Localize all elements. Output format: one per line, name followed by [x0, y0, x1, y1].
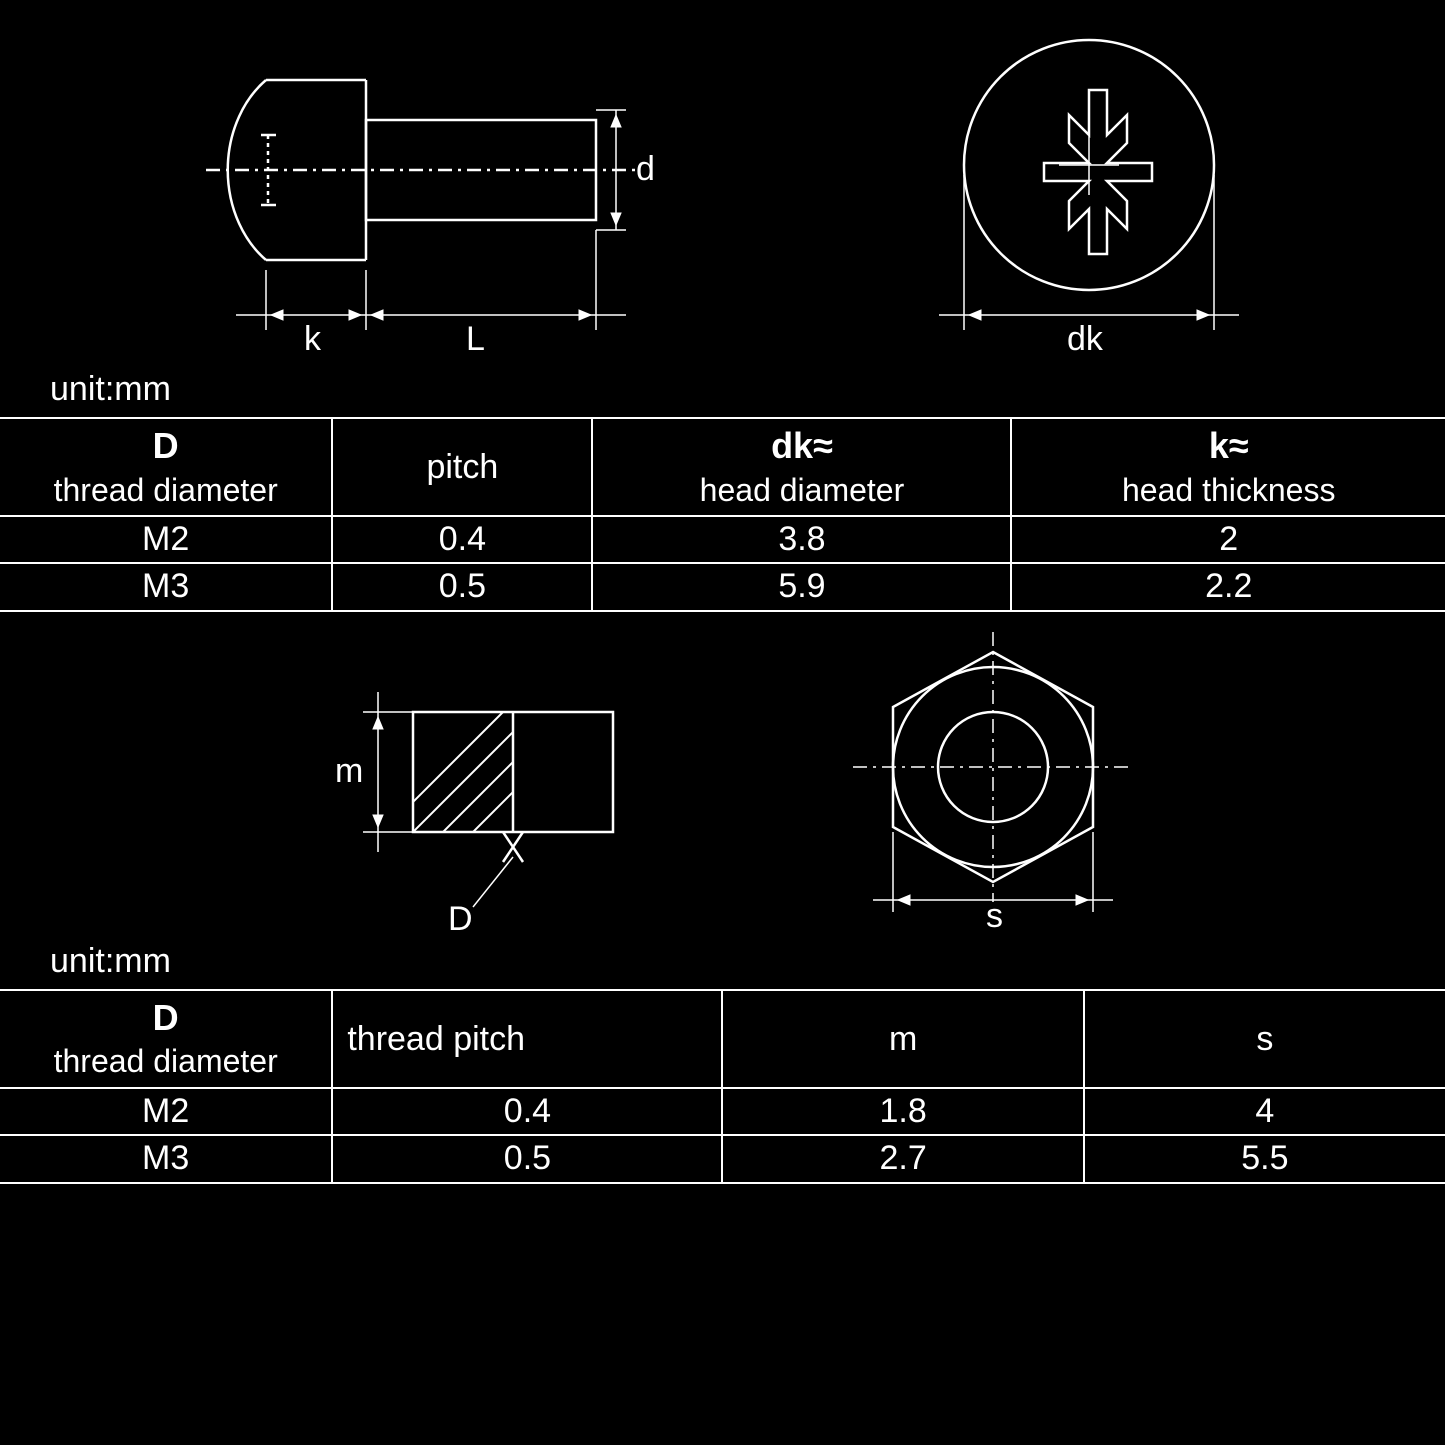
label-m: m [335, 752, 363, 790]
table-header-row: D thread diameter thread pitch m s [0, 990, 1445, 1088]
table-row: M2 0.4 1.8 4 [0, 1088, 1445, 1135]
nut-spec-table: D thread diameter thread pitch m s M2 0.… [0, 989, 1445, 1184]
screw-top-view: dk [879, 20, 1299, 360]
header-k: k≈ [1209, 425, 1249, 466]
label-L: L [466, 320, 485, 358]
table-header-row: D thread diameter pitch dk≈ head diamete… [0, 418, 1445, 516]
header-D-nut-main: D [153, 997, 179, 1038]
label-d: d [636, 150, 655, 188]
header-D: D [153, 425, 179, 466]
label-dk: dk [1067, 320, 1104, 358]
screw-side-view: d k L [146, 20, 706, 360]
table-row: M2 0.4 3.8 2 [0, 516, 1445, 563]
header-pitch: pitch [332, 418, 592, 516]
header-dk: dk≈ [771, 425, 833, 466]
table-row: M3 0.5 5.9 2.2 [0, 563, 1445, 610]
label-s: s [986, 897, 1003, 935]
nut-diagram-row: m D s [0, 612, 1445, 952]
header-dk-sub: head diameter [700, 472, 905, 508]
header-m: m [722, 990, 1083, 1088]
table-row: M3 0.5 2.7 5.5 [0, 1135, 1445, 1182]
label-D-nut: D [448, 900, 473, 932]
header-thread-pitch: thread pitch [332, 990, 722, 1088]
nut-side-view: m D [263, 632, 663, 932]
screw-diagram-row: d k L dk [0, 0, 1445, 380]
label-k: k [304, 320, 322, 358]
header-k-sub: head thickness [1122, 472, 1335, 508]
screw-spec-table: D thread diameter pitch dk≈ head diamete… [0, 417, 1445, 612]
header-D-sub: thread diameter [54, 472, 278, 508]
header-s: s [1084, 990, 1445, 1088]
nut-top-view: s [803, 622, 1183, 942]
header-D-nut-sub: thread diameter [54, 1043, 278, 1079]
